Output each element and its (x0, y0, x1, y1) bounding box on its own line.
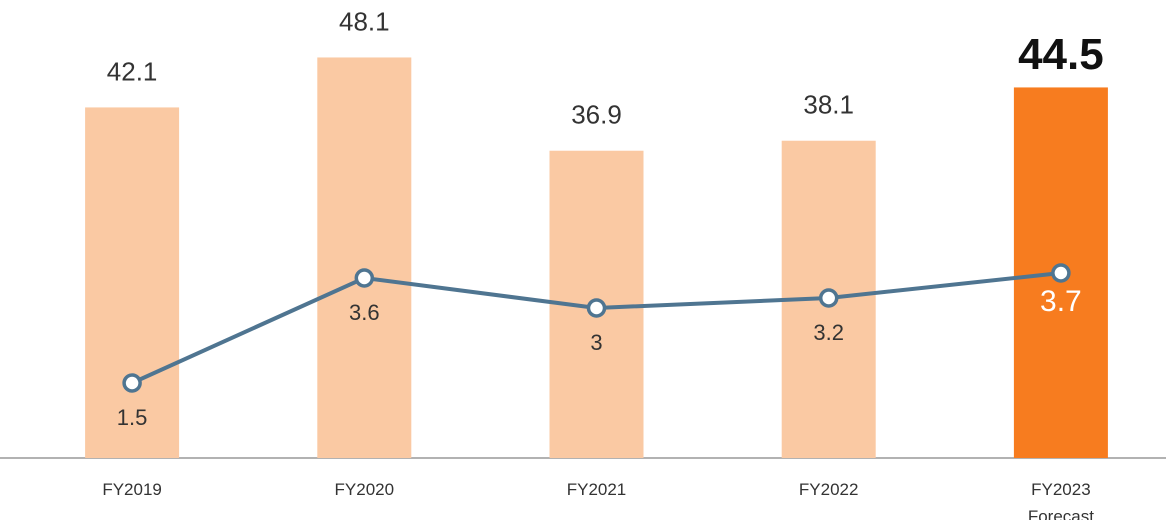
x-tick-label: FY2020 (334, 480, 395, 499)
bar-value-label: 48.1 (339, 6, 390, 36)
bar-value-label: 42.1 (107, 56, 158, 86)
bar-value-label: 36.9 (571, 100, 622, 130)
line-value-label: 3.7 (1040, 285, 1082, 318)
line-point (586, 298, 607, 318)
bar (317, 57, 412, 458)
x-tick-label: FY2019 (102, 480, 162, 499)
line-point (354, 268, 375, 288)
x-tick-label: FY2022 (798, 480, 859, 499)
bar-value-label: 38.1 (803, 90, 854, 120)
x-tick-label: FY2023 Forecast (1027, 480, 1094, 520)
x-tick-label: FY2021 (566, 480, 627, 499)
bar-value-label: 44.5 (1018, 30, 1104, 79)
bar (85, 107, 180, 459)
line-value-label: 3.6 (349, 300, 380, 325)
line-value-label: 3.2 (813, 320, 844, 345)
line-value-label: 1.5 (117, 405, 148, 430)
line-value-label: 3 (590, 330, 602, 355)
line-point (818, 288, 839, 308)
line-point (1051, 263, 1071, 283)
line-point (122, 373, 142, 393)
